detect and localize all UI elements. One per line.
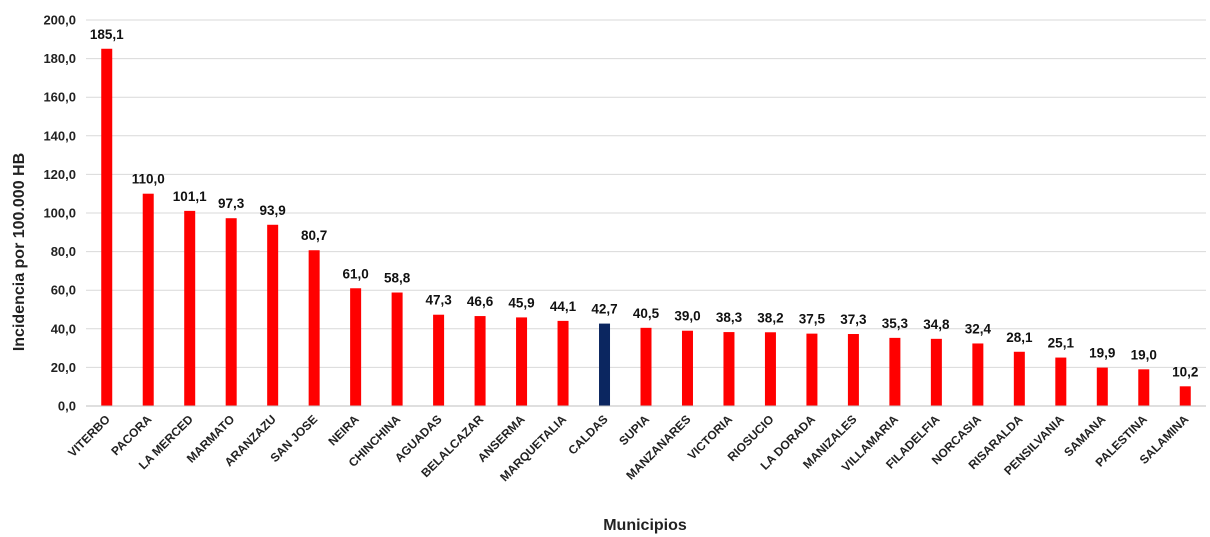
- x-category-label: VITERBO: [65, 412, 113, 460]
- data-label: 28,1: [1006, 330, 1033, 345]
- bar-filadelfia: [930, 338, 942, 406]
- bar-manizales: [847, 334, 859, 406]
- data-labels: 185,1 110,0 101,1 97,3 93,9 80,7 61,0 58,8 47,3 4…: [90, 27, 1199, 380]
- y-tick-label: 200,0: [43, 13, 76, 28]
- y-axis-title: Incidencia por 100.000 HB: [11, 153, 28, 351]
- data-label: 40,5: [633, 306, 660, 321]
- bar-san-jose: [308, 250, 320, 406]
- x-category-label: CALDAS: [565, 412, 610, 457]
- data-label: 19,9: [1089, 346, 1115, 361]
- data-label: 45,9: [508, 295, 534, 310]
- data-label: 185,1: [90, 27, 124, 42]
- bar-samana: [1096, 367, 1108, 406]
- bar-villamaria: [889, 337, 901, 406]
- data-label: 58,8: [384, 271, 411, 286]
- data-label: 39,0: [674, 309, 700, 324]
- bar-palestina: [1138, 369, 1150, 406]
- data-label: 37,3: [840, 312, 867, 327]
- bar-marquetalia: [557, 320, 569, 406]
- y-tick-label: 140,0: [43, 128, 76, 143]
- y-tick-label: 120,0: [43, 167, 76, 182]
- data-label: 110,0: [132, 172, 165, 187]
- data-label: 97,3: [218, 196, 245, 211]
- bar-norcasia: [972, 343, 984, 406]
- data-label: 61,0: [342, 266, 368, 281]
- bar-anserma: [516, 317, 528, 406]
- data-label: 19,0: [1131, 347, 1157, 362]
- bar-pacora: [142, 193, 154, 406]
- bar-aguadas: [433, 314, 445, 406]
- bar-viterbo: [101, 48, 113, 407]
- bar-riosucio: [764, 332, 776, 406]
- y-tick-label: 160,0: [43, 90, 76, 105]
- data-label: 101,1: [173, 189, 207, 204]
- y-tick-label: 0,0: [58, 399, 76, 414]
- bar-marmato: [225, 218, 237, 406]
- bar-manzanares: [681, 330, 693, 406]
- data-label: 46,6: [467, 294, 494, 309]
- bar-neira: [350, 288, 362, 406]
- y-tick-label: 20,0: [51, 360, 76, 375]
- data-label: 42,7: [591, 302, 617, 317]
- data-label: 35,3: [882, 316, 909, 331]
- bar-aranzazu: [267, 224, 279, 406]
- bar-supia: [640, 327, 652, 406]
- y-tick-label: 180,0: [43, 51, 76, 66]
- y-tick-label: 80,0: [51, 244, 76, 259]
- bar-risaralda: [1013, 351, 1025, 406]
- data-label: 38,3: [716, 310, 743, 325]
- data-label: 37,5: [799, 312, 826, 327]
- bar-pensilvania: [1055, 357, 1067, 406]
- x-axis-title: Municipios: [603, 517, 687, 534]
- y-tick-label: 40,0: [51, 321, 76, 336]
- bar-salamina: [1179, 386, 1191, 406]
- y-axis-ticks: 0,0 20,0 40,0 60,0 80,0 100,0 120,0 140,0 160,0 1…: [43, 13, 76, 414]
- data-label: 38,2: [757, 310, 783, 325]
- data-label: 25,1: [1048, 336, 1075, 351]
- y-tick-label: 100,0: [43, 206, 76, 221]
- bar-victoria: [723, 332, 735, 406]
- data-label: 32,4: [965, 321, 992, 336]
- bars: [101, 48, 1191, 407]
- bar-la-dorada: [806, 333, 818, 406]
- x-category-label: NEIRA: [325, 412, 362, 449]
- bar-la-merced: [184, 210, 196, 406]
- x-category-label: SUPIA: [616, 412, 652, 448]
- bar-belalcazar: [474, 316, 486, 406]
- bar-chinchina: [391, 292, 403, 406]
- data-label: 47,3: [425, 293, 452, 308]
- bar-caldas: [599, 323, 611, 406]
- data-label: 80,7: [301, 228, 327, 243]
- data-label: 93,9: [260, 203, 286, 218]
- data-label: 44,1: [550, 299, 577, 314]
- data-label: 10,2: [1172, 364, 1198, 379]
- data-label: 34,8: [923, 317, 950, 332]
- y-tick-label: 60,0: [51, 283, 76, 298]
